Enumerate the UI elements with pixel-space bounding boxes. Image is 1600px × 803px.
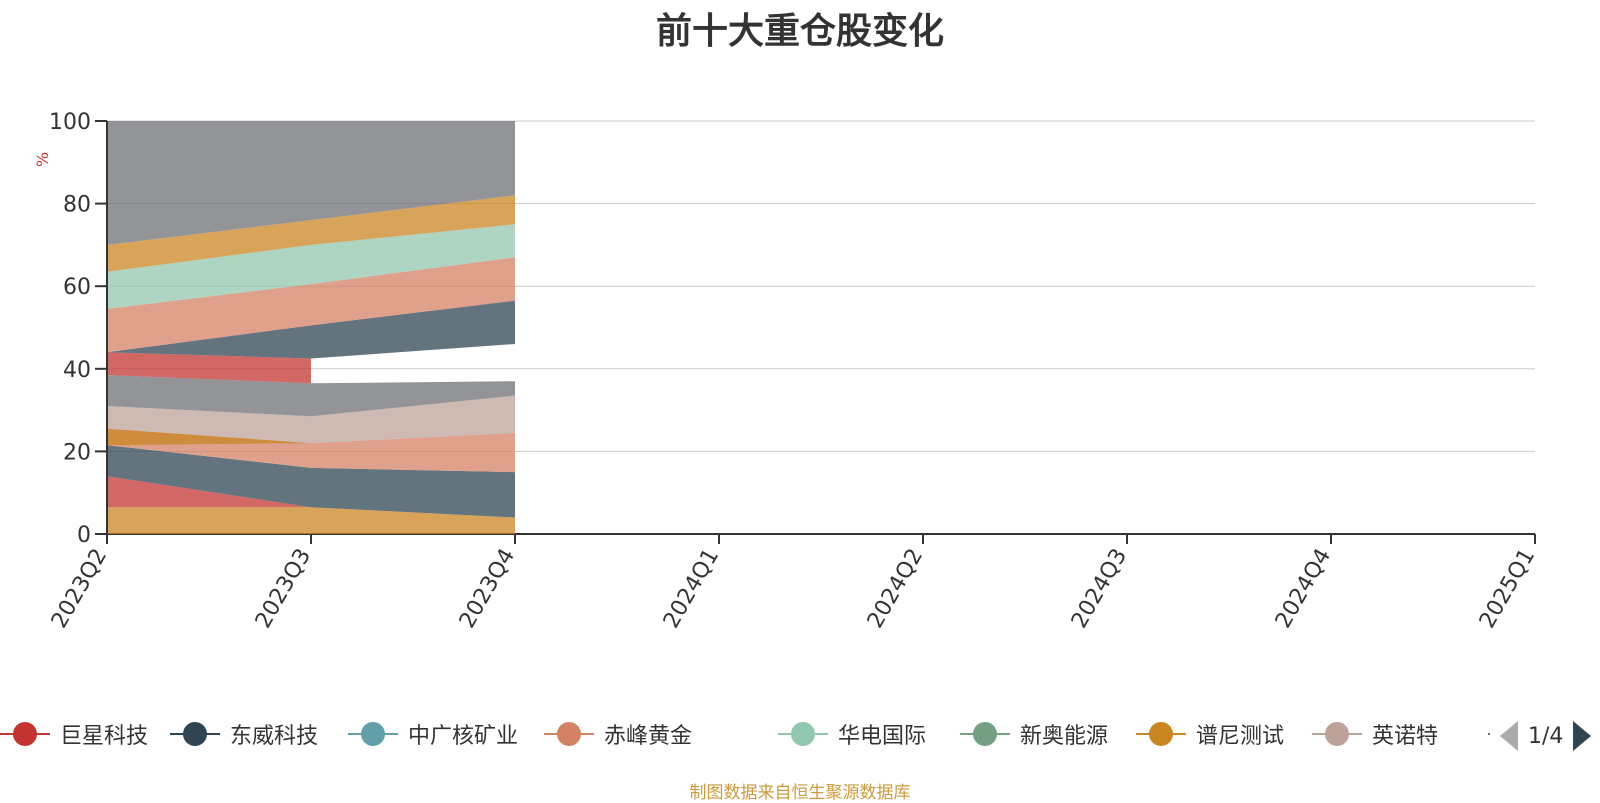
area-band-other[interactable] [107, 375, 515, 417]
legend-label: 中广核矿业 [408, 724, 519, 749]
legend-marker-icon [1136, 712, 1186, 756]
area-bands [107, 121, 515, 534]
legend-prev-arrow-icon[interactable] [1500, 721, 1518, 751]
legend-item[interactable]: 谱尼测试 [1136, 712, 1284, 756]
chart-canvas: 0 20 40 60 80 100 2023Q2 2023Q3 2023Q4 2024Q1 2024… [47, 110, 1540, 633]
legend-item[interactable]: 英诺特 [1312, 712, 1438, 756]
area-band-谱尼测试[interactable] [107, 428, 311, 446]
legend-label: 赤峰黄金 [604, 724, 693, 749]
x-tick-label: 2023Q4 [455, 545, 520, 633]
legend-label: 华电国际 [838, 724, 927, 749]
area-band-东威科技[interactable] [107, 300, 515, 359]
x-tick-label: 2024Q2 [863, 545, 928, 633]
legend-marker-icon [778, 712, 828, 756]
legend-dot-icon [361, 722, 385, 746]
legend-item[interactable]: 氵 [1488, 712, 1490, 756]
x-tick-label: 2024Q3 [1067, 545, 1132, 633]
legend-label: 巨星科技 [60, 724, 149, 749]
legend-item[interactable]: 中广核矿业 [348, 712, 518, 756]
legend-page-indicator: 1/4 [1528, 723, 1564, 749]
legend-dot-icon [183, 722, 207, 746]
legend-item[interactable]: 东威科技 [170, 712, 318, 756]
y-tick-label: 60 [63, 275, 91, 300]
y-tick-label: 80 [63, 193, 91, 218]
x-tick-label: 2025Q1 [1475, 545, 1540, 633]
x-tick-label: 2023Q3 [251, 545, 316, 633]
legend-label: 新奥能源 [1020, 724, 1109, 749]
y-axis-unit: % [33, 151, 53, 168]
area-band-谱尼测试[interactable] [107, 507, 515, 534]
legend-dot-icon [1149, 722, 1173, 746]
legend-marker-icon [1312, 712, 1362, 756]
area-band-赤峰黄金[interactable] [107, 257, 515, 353]
legend-label: 东威科技 [230, 724, 319, 749]
legend-marker-icon [170, 712, 220, 756]
legend: 巨星科技 东威科技 中广核矿业 赤峰黄金 华电国际 新奥能源 谱尼测试 英诺特 氵 [0, 712, 1490, 756]
area-band-华电国际[interactable] [107, 224, 515, 309]
area-band-巨星科技[interactable] [107, 352, 311, 384]
legend-marker-icon [348, 712, 398, 756]
legend-item[interactable]: 赤峰黄金 [544, 712, 692, 756]
legend-dot-icon [973, 722, 997, 746]
area-band-英诺特[interactable] [107, 395, 515, 444]
legend-dot-icon [1325, 722, 1349, 746]
legend-marker-icon [1488, 712, 1490, 756]
legend-marker-icon [960, 712, 1010, 756]
chart-title: 前十大重仓股变化 [655, 11, 944, 52]
legend-dot-icon [791, 722, 815, 746]
x-tick-label: 2024Q1 [659, 545, 724, 633]
legend-marker-icon [0, 712, 50, 756]
legend-item[interactable]: 新奥能源 [960, 712, 1108, 756]
source-note: 制图数据来自恒生聚源数据库 [689, 783, 911, 803]
legend-dot-icon [557, 722, 581, 746]
area-band-谱尼测试[interactable] [107, 195, 515, 272]
legend-label: 英诺特 [1372, 724, 1439, 749]
area-band-东威科技[interactable] [107, 445, 515, 518]
legend-item[interactable]: 华电国际 [778, 712, 926, 756]
x-tick-label: 2024Q4 [1271, 545, 1336, 633]
y-tick-label: 0 [77, 523, 91, 548]
legend-marker-icon [544, 712, 594, 756]
legend-dot-icon [13, 722, 37, 746]
x-tick-label: 2023Q2 [47, 545, 112, 633]
y-tick-label: 100 [49, 110, 91, 135]
legend-label: 谱尼测试 [1196, 724, 1285, 749]
y-tick-label: 20 [63, 440, 91, 465]
legend-pager: 1/4 [1500, 718, 1592, 754]
legend-item[interactable]: 巨星科技 [0, 712, 148, 756]
legend-next-arrow-icon[interactable] [1573, 721, 1592, 751]
area-band-other[interactable] [107, 121, 515, 245]
y-tick-label: 40 [63, 358, 91, 383]
